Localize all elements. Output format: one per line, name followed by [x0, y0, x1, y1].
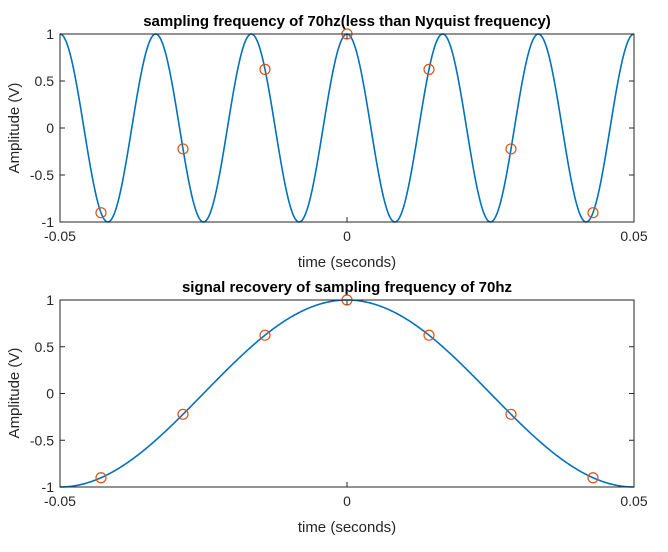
x-tick-label: 0	[343, 493, 351, 509]
sample-marker	[95, 207, 107, 219]
sample-marker	[587, 472, 599, 484]
sample-marker	[587, 207, 599, 219]
sample-marker	[423, 329, 435, 341]
y-axis-label: Amplitude (V)	[6, 83, 23, 174]
y-tick-label: 1	[46, 26, 54, 42]
x-tick-label: -0.05	[44, 493, 76, 509]
sample-marker	[505, 408, 517, 420]
sample-marker	[177, 408, 189, 420]
sample-marker	[423, 63, 435, 75]
y-tick-label: -1	[42, 214, 55, 230]
x-axis-label: time (seconds)	[298, 254, 396, 271]
sample-marker	[505, 143, 517, 155]
plot-recovery: signal recovery of sampling frequency of…	[6, 279, 648, 536]
y-axis-label: Amplitude (V)	[6, 348, 23, 439]
sample-marker	[95, 472, 107, 484]
y-tick-label: -0.5	[30, 167, 54, 183]
y-tick-label: 1	[46, 292, 54, 308]
sample-marker	[259, 329, 271, 341]
y-tick-label: -0.5	[30, 432, 54, 448]
y-tick-label: 0.5	[35, 73, 55, 89]
x-tick-label: 0	[343, 228, 351, 244]
y-tick-label: 0.5	[35, 339, 55, 355]
x-tick-label: 0.05	[620, 493, 647, 509]
x-axis-label: time (seconds)	[298, 519, 396, 536]
plot-area	[60, 300, 634, 487]
x-tick-label: -0.05	[44, 228, 76, 244]
plot-title: signal recovery of sampling frequency of…	[182, 279, 512, 296]
x-tick-label: 0.05	[620, 228, 647, 244]
y-tick-label: 0	[46, 386, 54, 402]
y-tick-label: -1	[42, 479, 55, 495]
plot-title: sampling frequency of 70hz(less than Nyq…	[143, 13, 551, 30]
plot-area	[60, 34, 634, 222]
plot-aliasing: sampling frequency of 70hz(less than Nyq…	[6, 13, 648, 271]
sample-marker	[177, 143, 189, 155]
sample-marker	[259, 63, 271, 75]
y-tick-label: 0	[46, 120, 54, 136]
